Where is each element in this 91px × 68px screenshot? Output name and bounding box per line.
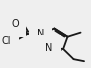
Text: Cl: Cl — [1, 36, 11, 46]
Text: O: O — [11, 19, 19, 29]
Text: N: N — [46, 43, 53, 53]
Text: N: N — [37, 29, 44, 39]
